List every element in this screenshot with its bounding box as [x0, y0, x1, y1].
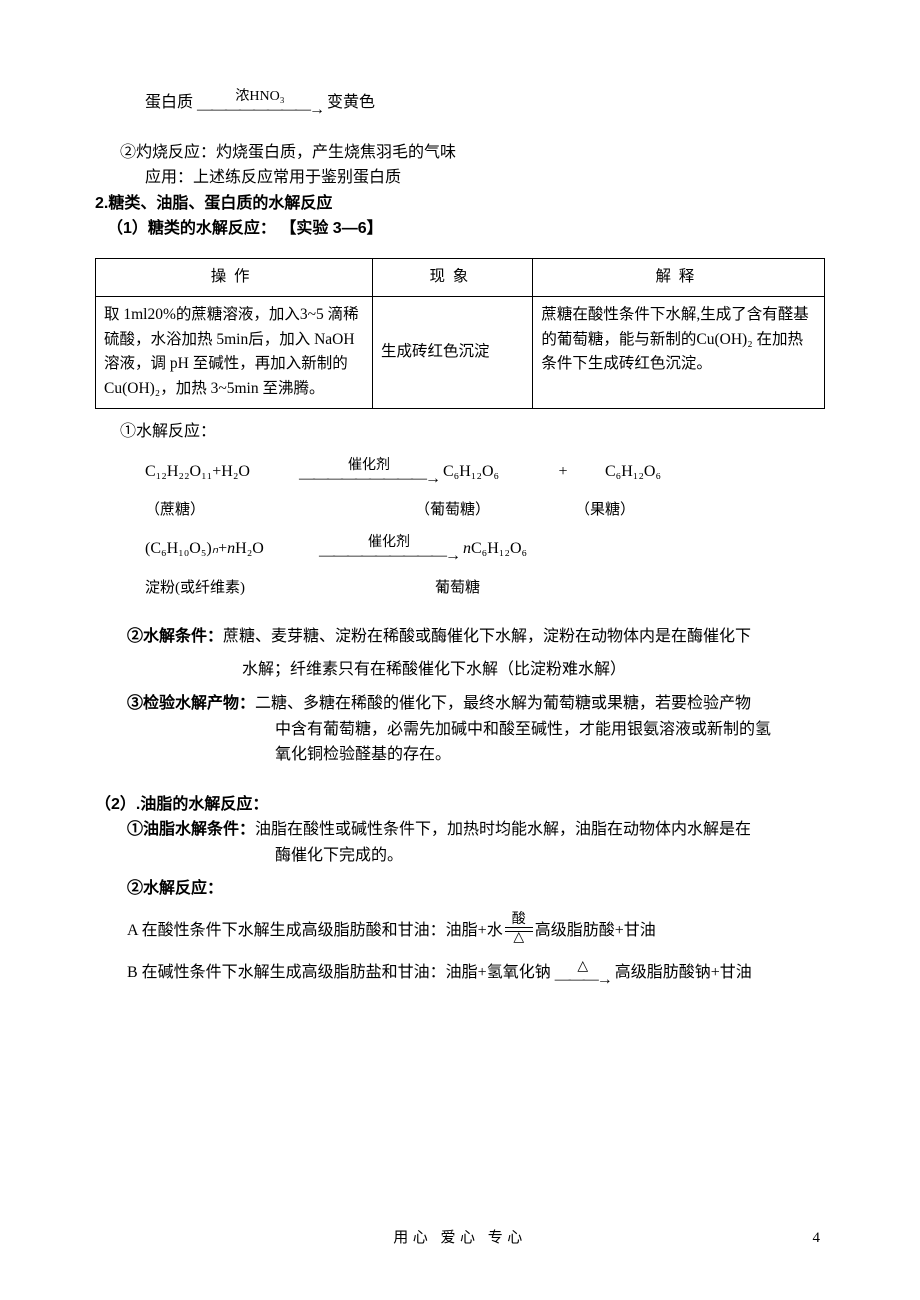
t: H₂O [235, 540, 264, 557]
fat-eq-a: A 在酸性条件下水解生成高级脂肪酸和甘油：油脂+水 酸 △ 高级脂肪酸+甘油 [95, 916, 825, 946]
eq-starch-rhs: nC₆H₁₂O₆ [463, 536, 527, 562]
sec2-title: 2.糖类、油脂、蛋白质的水解反应 [95, 191, 825, 217]
fat-a-arrow: 酸 △ [505, 914, 533, 944]
arrow-line: —————————→ [319, 550, 459, 561]
t: (C₆H₁₀O₅) [145, 540, 212, 557]
label-glucose2: 葡萄糖 [435, 576, 480, 600]
fat-a-post: 高级脂肪酸+甘油 [535, 918, 656, 944]
fat-b-arrow: △ ———→ [555, 960, 611, 985]
sec2-1-title: （1）糖类的水解反应： 【实验 3—6】 [95, 216, 825, 242]
fat-cond-2: 酶催化下完成的。 [127, 843, 825, 869]
check-text1: 二糖、多糖在稀酸的催化下，最终水解为葡萄糖或果糖，若要检验产物 [255, 695, 751, 712]
fat-a-bot: △ [513, 932, 524, 945]
label-starch: 淀粉(或纤维素) [145, 576, 315, 600]
fat-cond-block: ①油脂水解条件：油脂在酸性或碱性条件下，加热时均能水解，油脂在动物体内水解是在 … [95, 817, 825, 868]
cond-label: ②水解条件： [127, 628, 223, 645]
th-expl: 解释 [533, 258, 825, 296]
eq-starch-labels: 淀粉(或纤维素) 葡萄糖 [95, 576, 825, 600]
label-sucrose: （蔗糖） [145, 498, 295, 522]
eq-sucrose: C₁₂H₂₂O₁₁+H₂O 催化剂 —————————→ C₆H₁₂O₆ + C… [95, 459, 825, 485]
label-fructose: （果糖） [555, 498, 655, 522]
fat-a-top: 酸 [512, 914, 526, 927]
eq-sucrose-mid: C₆H₁₂O₆ [443, 459, 543, 485]
td-phen: 生成砖红色沉淀 [373, 296, 533, 408]
fat-eq-b: B 在碱性条件下水解生成高级脂肪盐和甘油：油脂+氢氧化钠 △ ———→ 高级脂肪… [95, 960, 825, 986]
td-op: 取 1ml20%的蔗糖溶液，加入3~5 滴稀硫酸，水浴加热 5min后，加入 N… [96, 296, 373, 408]
cond-line1: ②水解条件：蔗糖、麦芽糖、淀粉在稀酸或酶催化下水解，淀粉在动物体内是在酶催化下 [127, 624, 825, 650]
eq-starch-arrow: 催化剂 —————————→ [319, 536, 459, 561]
arrow-line: ———→ [555, 974, 611, 985]
footer-motto: 用心 爱心 专心 [0, 1226, 920, 1250]
check-text3: 氧化铜检验醛基的存在。 [127, 742, 825, 768]
page: 蛋白质 浓HNO₃ ————————→ 变黄色 ②灼烧反应：灼烧蛋白质，产生烧焦… [0, 0, 920, 1300]
check-line1: ③检验水解产物：二糖、多糖在稀酸的催化下，最终水解为葡萄糖或果糖，若要检验产物 [127, 691, 825, 717]
table-row: 取 1ml20%的蔗糖溶液，加入3~5 滴稀硫酸，水浴加热 5min后，加入 N… [96, 296, 825, 408]
cond-text1: 蔗糖、麦芽糖、淀粉在稀酸或酶催化下水解，淀粉在动物体内是在酶催化下 [223, 628, 751, 645]
check-label: ③检验水解产物： [127, 695, 255, 712]
check-block: ③检验水解产物：二糖、多糖在稀酸的催化下，最终水解为葡萄糖或果糖，若要检验产物 … [95, 691, 825, 768]
fat-a-pre: A 在酸性条件下水解生成高级脂肪酸和甘油：油脂+水 [127, 918, 503, 944]
eq-sucrose-arrow: 催化剂 —————————→ [299, 459, 439, 484]
td-expl: 蔗糖在酸性条件下水解,生成了含有醛基的葡萄糖，能与新制的Cu(OH)₂ 在加热条… [533, 296, 825, 408]
cond-block: ②水解条件：蔗糖、麦芽糖、淀粉在稀酸或酶催化下水解，淀粉在动物体内是在酶催化下 … [95, 624, 825, 683]
t: n [463, 540, 471, 557]
sec2-2-title: （2）.油脂的水解反应： [95, 792, 825, 818]
line-app: 应用：上述练反应常用于鉴别蛋白质 [95, 165, 825, 191]
eq-protein-lhs: 蛋白质 [145, 90, 193, 116]
label-glucose: （葡萄糖） [415, 498, 515, 522]
fat-hydro-label: ②水解反应： [95, 876, 825, 902]
arrow-line: —————————→ [299, 473, 439, 484]
experiment-table: 操作 现象 解释 取 1ml20%的蔗糖溶液，加入3~5 滴稀硫酸，水浴加热 5… [95, 258, 825, 409]
cond-text2: 水解；纤维素只有在稀酸催化下水解（比淀粉难水解） [127, 657, 825, 683]
eq-protein: 蛋白质 浓HNO₃ ————————→ 变黄色 [120, 90, 825, 116]
t: C₆H₁₂O₆ [471, 540, 527, 557]
fat-cond-label: ①油脂水解条件： [127, 821, 255, 838]
table-row: 操作 现象 解释 [96, 258, 825, 296]
fat-cond-1: 油脂在酸性或碱性条件下，加热时均能水解，油脂在动物体内水解是在 [255, 821, 751, 838]
fat-cond-line1: ①油脂水解条件：油脂在酸性或碱性条件下，加热时均能水解，油脂在动物体内水解是在 [127, 817, 825, 843]
hydro-label: ①水解反应： [95, 419, 825, 445]
th-phen: 现象 [373, 258, 533, 296]
t: n [227, 540, 235, 557]
check-text2: 中含有葡萄糖，必需先加碱中和酸至碱性，才能用银氨溶液或新制的氢 [127, 717, 825, 743]
th-op: 操作 [96, 258, 373, 296]
eq-sucrose-labels: （蔗糖） （葡萄糖） （果糖） [95, 498, 825, 522]
line-burn: ②灼烧反应：灼烧蛋白质，产生烧焦羽毛的气味 [95, 140, 825, 166]
plus: + [543, 459, 583, 485]
eq-protein-arrow: 浓HNO₃ ————————→ [197, 90, 323, 115]
page-number: 4 [813, 1226, 821, 1250]
eq-protein-rhs: 变黄色 [327, 90, 375, 116]
eq-starch-lhs: (C₆H₁₀O₅)ₙ+nH₂O [145, 536, 315, 562]
t: + [218, 540, 227, 557]
eq-sucrose-lhs: C₁₂H₂₂O₁₁+H₂O [145, 459, 295, 485]
eq-sucrose-rhs: C₆H₁₂O₆ [583, 459, 683, 485]
eq-starch: (C₆H₁₀O₅)ₙ+nH₂O 催化剂 —————————→ nC₆H₁₂O₆ [95, 536, 825, 562]
fat-b-pre: B 在碱性条件下水解生成高级脂肪盐和甘油：油脂+氢氧化钠 [127, 960, 551, 986]
fat-b-post: 高级脂肪酸钠+甘油 [615, 960, 752, 986]
arrow-line: ————————→ [197, 104, 323, 115]
